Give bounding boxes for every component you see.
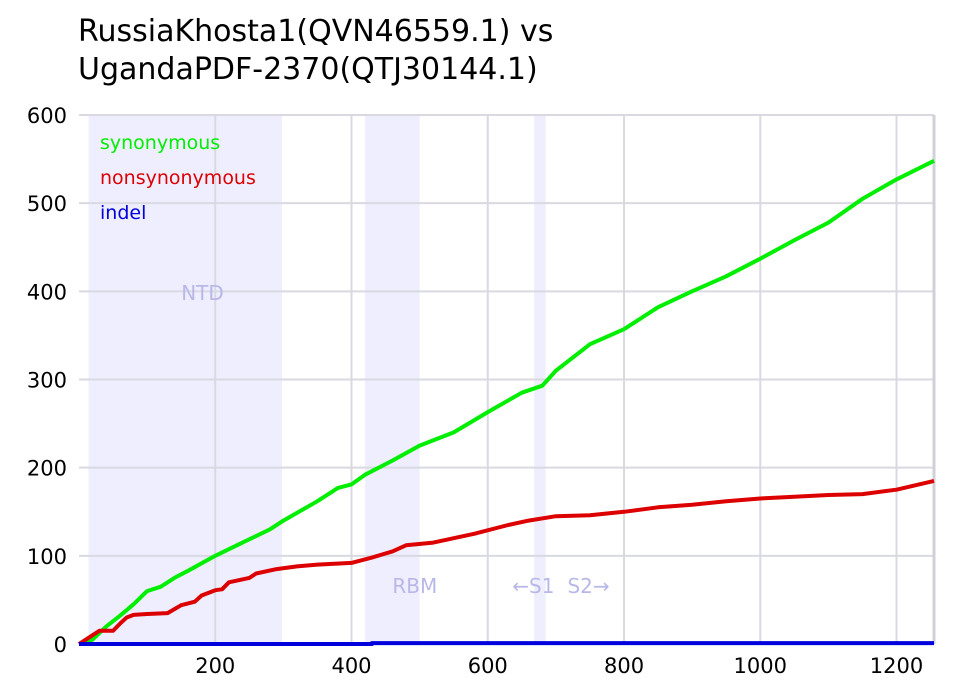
y-tick-label-1: 100 bbox=[27, 545, 67, 569]
y-tick-label-0: 0 bbox=[54, 633, 67, 657]
x-tick-label-2: 600 bbox=[468, 654, 508, 678]
axes-layer: 200 400 600 800 1000 1200 0 100 200 300 400 500 600 bbox=[27, 104, 923, 678]
x-tick-label-5: 1200 bbox=[870, 654, 923, 678]
region-label-2: ←S1 bbox=[512, 574, 554, 598]
grid-layer bbox=[79, 114, 936, 645]
chart-title-line-1: RussiaKhosta1(QVN46559.1) vs bbox=[78, 14, 554, 49]
x-tick-label-4: 1000 bbox=[734, 654, 787, 678]
y-tick-label-5: 500 bbox=[27, 192, 67, 216]
legend-entry-nonsynonymous: nonsynonymous bbox=[100, 167, 256, 189]
x-tick-label-0: 200 bbox=[195, 654, 235, 678]
x-tick-label-3: 800 bbox=[604, 654, 644, 678]
series-layer bbox=[77, 159, 935, 646]
region-label-3: S2→ bbox=[567, 574, 609, 598]
series-line-nonsynonymous bbox=[77, 478, 935, 646]
y-tick-label-3: 300 bbox=[27, 369, 67, 393]
y-tick-label-2: 200 bbox=[27, 457, 67, 481]
series-line-synonymous bbox=[78, 159, 935, 646]
region-label-0: NTD bbox=[181, 281, 224, 305]
legend-entry-indel: indel bbox=[100, 202, 146, 224]
y-tick-label-6: 600 bbox=[27, 104, 67, 128]
series-line-indel bbox=[79, 641, 934, 646]
region-labels-layer: NTD RBM ←S1 S2→ bbox=[181, 281, 609, 598]
legend-entry-synonymous: synonymous bbox=[100, 132, 220, 154]
region-label-1: RBM bbox=[392, 574, 437, 598]
x-tick-label-1: 400 bbox=[331, 654, 371, 678]
legend: synonymous nonsynonymous indel bbox=[100, 132, 256, 224]
y-tick-label-4: 400 bbox=[27, 280, 67, 304]
chart-title-line-2: UgandaPDF-2370(QTJ30144.1) bbox=[78, 52, 538, 87]
